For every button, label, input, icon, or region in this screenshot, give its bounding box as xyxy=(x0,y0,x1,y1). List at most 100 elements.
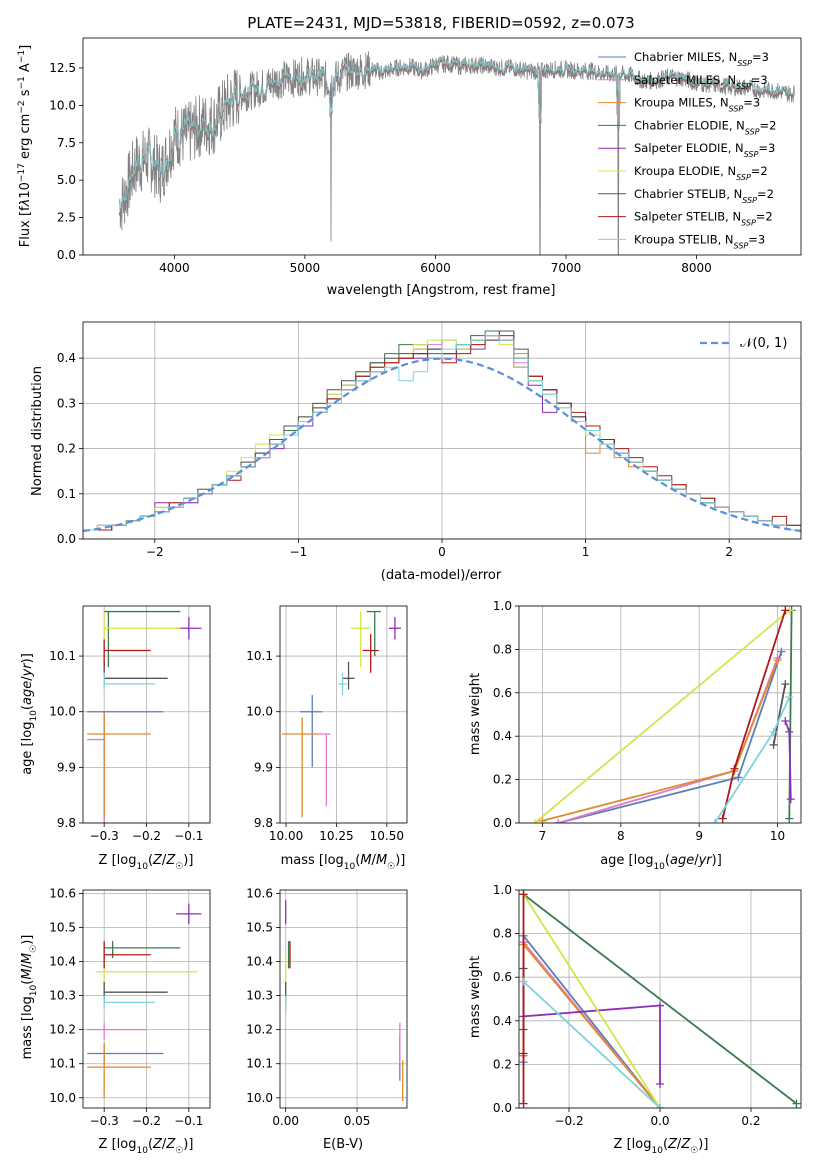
weight-marker xyxy=(730,764,739,773)
weight-marker xyxy=(656,1104,664,1108)
y-tick-label: 10.0 xyxy=(246,705,273,719)
y-tick-label: 9.8 xyxy=(57,816,76,830)
weight-marker xyxy=(519,977,528,986)
plot-area xyxy=(119,51,795,255)
x-tick-label: −0.1 xyxy=(174,1114,203,1128)
legend-entry: Kroupa MILES, NSSP=3 xyxy=(634,96,760,114)
weight-marker xyxy=(656,1080,664,1089)
weight-marker xyxy=(781,680,790,689)
weight-line-1 xyxy=(557,657,779,823)
y-tick-label: 10.2 xyxy=(246,1023,273,1037)
spectrum-xlabel: wavelength [Angstrom, rest frame] xyxy=(327,283,556,298)
axes-frame xyxy=(279,889,408,1109)
weight-marker xyxy=(734,773,743,782)
p2-xlabel: Z [log10(Z/Z☉)] xyxy=(99,853,194,872)
weight-marker xyxy=(554,819,563,823)
p4-ylabel: mass weight xyxy=(468,673,483,755)
y-tick-label: 10.1 xyxy=(246,649,273,663)
plot-area xyxy=(282,610,401,818)
y-tick-label: 0.6 xyxy=(493,970,512,984)
x-tick-label: −0.1 xyxy=(174,829,203,843)
p6-xlabel: E(B-V) xyxy=(323,1137,363,1152)
y-tick-label: 0.1 xyxy=(57,487,76,501)
y-tick-label: 9.9 xyxy=(254,760,273,774)
y-tick-label: 5.0 xyxy=(57,173,76,187)
legend-entry: Salpeter MILES, NSSP=3 xyxy=(634,73,768,91)
y-tick-label: 0.8 xyxy=(493,927,512,941)
axes-frame xyxy=(82,605,211,824)
y-tick-label: 0.2 xyxy=(57,442,76,456)
x-tick-label: −0.2 xyxy=(132,1114,161,1128)
legend-entry: Chabrier ELODIE, NSSP=2 xyxy=(634,118,776,136)
hist-xlabel: (data-model)/error xyxy=(381,568,502,583)
weight-line-6 xyxy=(772,683,787,746)
y-tick-label: 10.6 xyxy=(246,886,273,900)
y-tick-label: 1.0 xyxy=(493,599,512,613)
x-tick-label: 10.25 xyxy=(319,829,353,843)
weight-line-7 xyxy=(721,610,787,819)
plot-area xyxy=(87,610,202,823)
x-tick-label: 2 xyxy=(725,545,733,559)
weight-marker xyxy=(785,814,794,823)
weight-marker xyxy=(786,795,795,804)
weight-line-2 xyxy=(522,942,661,1108)
weight-marker xyxy=(519,890,528,899)
legend-entry: Kroupa STELIB, NSSP=3 xyxy=(634,232,765,250)
x-tick-label: 7 xyxy=(539,829,547,843)
p3-xlabel: mass [log10(M/M☉)] xyxy=(281,853,406,872)
weight-marker xyxy=(781,717,790,726)
gaussian-curve xyxy=(83,357,801,533)
axes-frame xyxy=(82,321,802,540)
p5-ylabel: mass [log10(M/M☉)] xyxy=(20,935,39,1060)
x-tick-label: 8 xyxy=(617,829,625,843)
plot-area xyxy=(87,903,202,1098)
axes-frame xyxy=(82,889,211,1109)
axes-frame xyxy=(518,605,802,824)
age-vs-mass-panel: 10.00 10.25 10.50 9.8 9.9 10.0 10.1 xyxy=(246,605,408,843)
weight-line-4 xyxy=(784,720,792,800)
x-tick-label: 4000 xyxy=(159,261,190,275)
weight-marker xyxy=(769,740,778,749)
weight-line-8 xyxy=(522,980,661,1108)
weight-line-3 xyxy=(522,893,798,1105)
y-tick-label: 0.0 xyxy=(493,1101,512,1115)
y-tick-label: 7.5 xyxy=(57,136,76,150)
mass-weight-vs-age-panel: 7 8 9 10 0.0 0.2 0.4 0.6 0.8 1.0 xyxy=(493,599,802,843)
y-tick-label: 0.2 xyxy=(493,773,512,787)
weight-marker xyxy=(538,816,547,823)
y-tick-label: 9.8 xyxy=(254,816,273,830)
weight-line-5 xyxy=(534,609,790,823)
x-tick-label: −0.3 xyxy=(90,1114,119,1128)
weight-line-5 xyxy=(522,893,661,1108)
weight-marker xyxy=(718,814,727,823)
y-tick-label: 0.4 xyxy=(493,729,512,743)
legend-entry: Salpeter ELODIE, NSSP=3 xyxy=(634,141,775,159)
x-tick-label: −0.2 xyxy=(554,1114,583,1128)
weight-marker xyxy=(781,606,790,615)
y-tick-label: 0.2 xyxy=(493,1057,512,1071)
y-tick-label: 1.0 xyxy=(493,883,512,897)
x-tick-label: −2 xyxy=(146,545,164,559)
y-tick-label: 2.5 xyxy=(57,211,76,225)
plot-area xyxy=(530,606,796,823)
p4-xlabel: age [log10(age/yr)] xyxy=(600,853,722,872)
y-tick-label: 10.3 xyxy=(49,989,76,1003)
y-tick-label: 10.0 xyxy=(49,1091,76,1105)
x-tick-label: 10.00 xyxy=(269,829,303,843)
axes-frame xyxy=(82,37,802,256)
x-tick-label: 0.0 xyxy=(650,1114,669,1128)
y-tick-label: 10.4 xyxy=(49,955,76,969)
weight-marker xyxy=(769,727,778,736)
x-tick-label: −1 xyxy=(290,545,308,559)
y-tick-label: 0.6 xyxy=(493,686,512,700)
x-tick-label: 5000 xyxy=(290,261,321,275)
weight-marker xyxy=(656,1001,664,1010)
y-tick-label: 10.4 xyxy=(246,955,273,969)
weight-marker xyxy=(785,693,794,702)
p7-ylabel: mass weight xyxy=(468,956,483,1038)
y-tick-label: 10.1 xyxy=(49,649,76,663)
x-tick-label: 1 xyxy=(582,545,590,559)
y-tick-label: 0.8 xyxy=(493,642,512,656)
plot-area xyxy=(519,890,801,1108)
